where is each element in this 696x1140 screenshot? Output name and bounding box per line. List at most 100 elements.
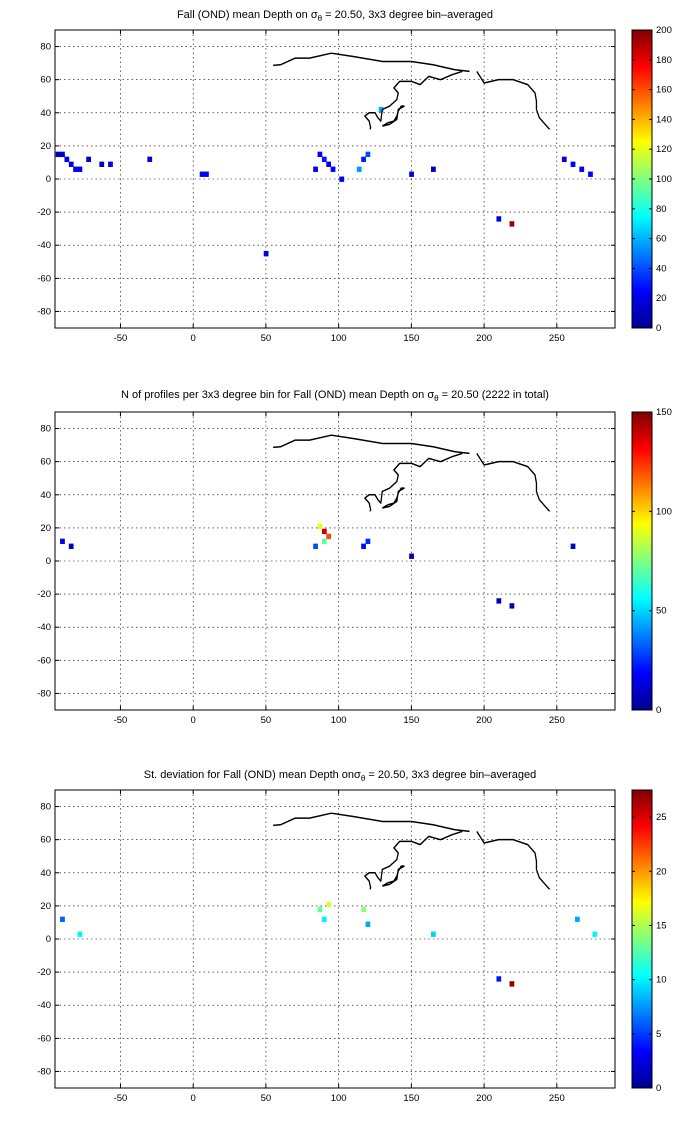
data-cell bbox=[365, 151, 371, 158]
colorbar-frame bbox=[631, 789, 653, 1089]
x-tick-label: 250 bbox=[549, 1093, 565, 1104]
data-cell bbox=[321, 528, 327, 535]
data-cell bbox=[570, 161, 576, 167]
data-cell bbox=[68, 543, 74, 549]
data-cell bbox=[68, 161, 74, 167]
chart-title-3-main: St. deviation for Fall (OND) mean Depth … bbox=[144, 769, 354, 781]
data-cells bbox=[60, 523, 576, 609]
colorbar-tick-label: 180 bbox=[656, 55, 672, 66]
gridlines bbox=[55, 30, 615, 328]
y-tick-label: 60 bbox=[40, 835, 51, 846]
y-tick-label: 40 bbox=[40, 490, 51, 501]
data-cell bbox=[326, 161, 332, 167]
data-cell bbox=[60, 916, 65, 923]
chart-title-1: Fall (OND) mean Depth on σθ = 20.50, 3x3… bbox=[177, 9, 493, 23]
y-tick-label: -80 bbox=[37, 306, 51, 317]
chart-title-3-sub: θ bbox=[361, 774, 366, 783]
colorbar-tick-label: 140 bbox=[656, 114, 672, 125]
data-cells bbox=[60, 901, 598, 987]
x-tick-label: 50 bbox=[261, 1093, 272, 1104]
data-cell bbox=[361, 906, 366, 913]
colorbar-tick-label: 100 bbox=[656, 506, 672, 517]
data-cell bbox=[570, 543, 576, 549]
data-cell bbox=[592, 931, 598, 937]
data-cell bbox=[431, 166, 436, 172]
coastlines bbox=[273, 39, 616, 130]
colorbar-tick-label: 120 bbox=[656, 144, 672, 155]
x-tick-label: -50 bbox=[114, 1093, 128, 1104]
data-cell bbox=[204, 171, 209, 177]
colorbar-3: 0 5 10 15 20 25 bbox=[631, 789, 667, 1094]
data-cell bbox=[409, 171, 414, 177]
data-cell bbox=[365, 538, 371, 545]
chart-title-1-main: Fall (OND) mean Depth on bbox=[177, 9, 311, 21]
data-cell bbox=[378, 106, 384, 113]
axis-ticks: -50 0 50 100 150 200 250 -80 -60 -40 -20 0 20 40 60 80 bbox=[37, 30, 615, 344]
y-tick-label: -60 bbox=[37, 1033, 51, 1044]
data-cell bbox=[317, 523, 323, 530]
y-tick-label: -80 bbox=[37, 1066, 51, 1077]
coastlines bbox=[273, 799, 616, 890]
y-tick-label: -20 bbox=[37, 207, 51, 218]
plot-area-2: -50 0 50 100 150 200 250 -80 -60 -40 -20 0 20 40 60 80 bbox=[37, 411, 616, 726]
data-cell bbox=[77, 931, 83, 937]
chart-title-2-sub: θ bbox=[434, 394, 439, 403]
x-tick-label: 200 bbox=[476, 715, 492, 726]
y-tick-label: 80 bbox=[40, 424, 51, 435]
y-tick-label: -60 bbox=[37, 273, 51, 284]
chart-title-1-sigma: σ bbox=[311, 9, 318, 21]
data-cell bbox=[108, 161, 113, 167]
plot-area-1: -50 0 50 100 150 200 250 -80 -60 -40 -20 0 20 40 60 80 bbox=[37, 29, 616, 344]
chart-title-2: N of profiles per 3x3 degree bin for Fal… bbox=[121, 389, 549, 403]
y-tick-label: 40 bbox=[40, 108, 51, 119]
y-tick-label: 80 bbox=[40, 42, 51, 53]
chart-title-3-sigma: σ bbox=[354, 769, 361, 781]
x-tick-label: 250 bbox=[549, 333, 565, 344]
colorbar-tick-label: 0 bbox=[656, 1083, 661, 1094]
x-tick-label: 0 bbox=[191, 333, 196, 344]
colorbar-frame bbox=[631, 411, 653, 711]
colorbar-tick-label: 100 bbox=[656, 174, 672, 185]
data-cell bbox=[330, 166, 336, 172]
data-cell bbox=[147, 156, 153, 163]
colorbar-tick-label: 15 bbox=[656, 920, 667, 931]
y-tick-label: 60 bbox=[40, 457, 51, 468]
colorbar-tick-label: 5 bbox=[656, 1029, 661, 1040]
colorbar-tick-label: 20 bbox=[656, 866, 667, 877]
colorbar-tick-label: 0 bbox=[656, 323, 661, 334]
data-cell bbox=[263, 251, 269, 257]
y-tick-label: 20 bbox=[40, 141, 51, 152]
y-tick-label: -40 bbox=[37, 240, 51, 251]
data-cell bbox=[77, 166, 83, 172]
y-tick-label: 20 bbox=[40, 523, 51, 534]
data-cell bbox=[356, 166, 362, 172]
y-tick-label: 60 bbox=[40, 75, 51, 86]
y-tick-label: -40 bbox=[37, 622, 51, 633]
x-tick-label: -50 bbox=[114, 715, 128, 726]
axis-ticks: -50 0 50 100 150 200 250 -80 -60 -40 -20 0 20 40 60 80 bbox=[37, 790, 615, 1104]
panel-3: St. deviation for Fall (OND) mean Depth … bbox=[37, 769, 666, 1104]
x-tick-label: 250 bbox=[549, 715, 565, 726]
data-cell bbox=[64, 156, 70, 163]
data-cell bbox=[86, 156, 92, 163]
y-tick-label: -60 bbox=[37, 655, 51, 666]
chart-title-2-sigma: σ bbox=[427, 389, 434, 401]
x-tick-label: 200 bbox=[476, 333, 492, 344]
colorbar-tick-label: 150 bbox=[656, 407, 672, 418]
x-tick-label: 150 bbox=[403, 715, 419, 726]
data-cell bbox=[496, 216, 502, 222]
data-cell bbox=[509, 221, 515, 227]
colorbar-gradient bbox=[632, 412, 652, 710]
y-tick-label: 0 bbox=[46, 556, 51, 567]
data-cell bbox=[326, 533, 332, 540]
data-cell bbox=[561, 156, 567, 163]
data-cell bbox=[60, 151, 65, 158]
chart-title-3: St. deviation for Fall (OND) mean Depth … bbox=[144, 769, 537, 783]
colorbar-gradient bbox=[632, 790, 652, 1088]
y-tick-label: -20 bbox=[37, 967, 51, 978]
colorbar-tick-label: 80 bbox=[656, 204, 667, 215]
data-cell bbox=[60, 538, 65, 545]
data-cell bbox=[431, 931, 436, 937]
data-cell bbox=[496, 976, 502, 982]
